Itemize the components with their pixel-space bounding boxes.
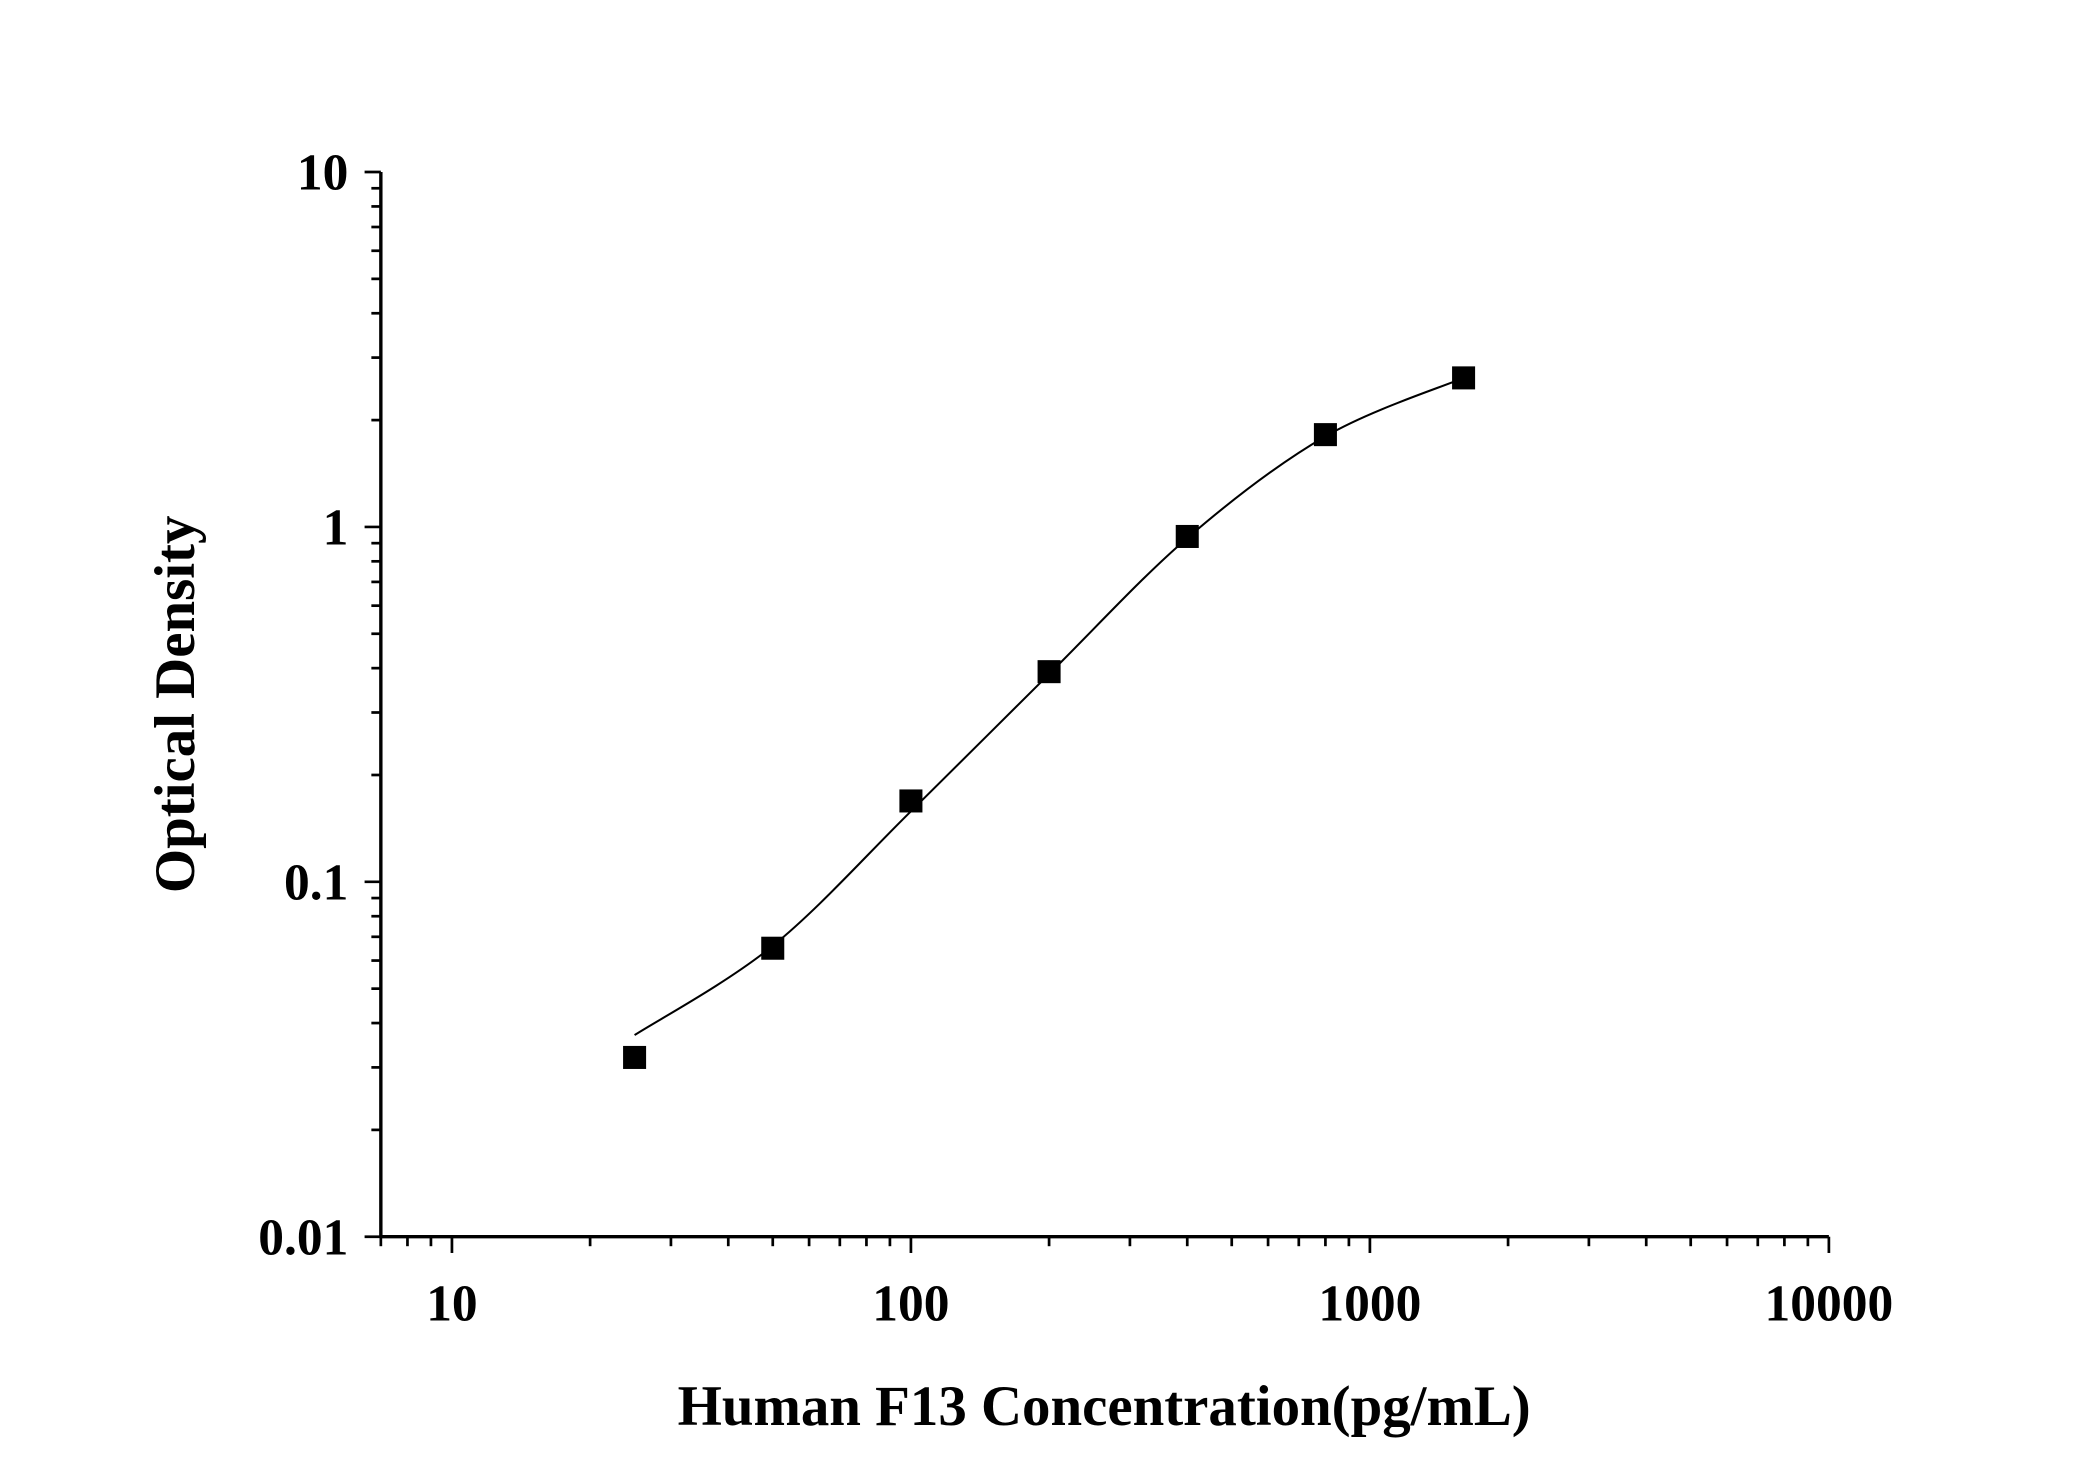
y-tick-label: 0.1 — [284, 854, 348, 911]
data-point — [899, 789, 923, 813]
x-axis-label: Human F13 Concentration(pg/mL) — [678, 1375, 1531, 1438]
y-tick-label: 1 — [323, 500, 349, 557]
axes — [379, 172, 1829, 1239]
fit-line — [634, 376, 1464, 1036]
x-tick-label: 100 — [872, 1276, 949, 1333]
y-tick-label: 10 — [297, 145, 348, 202]
y-tick-label: 0.01 — [258, 1209, 348, 1266]
data-point — [1452, 366, 1476, 390]
data-points — [623, 366, 1476, 1069]
data-point — [1175, 524, 1199, 548]
data-point — [1037, 660, 1061, 684]
fit-curve — [634, 376, 1464, 1036]
x-tick-label: 1000 — [1318, 1276, 1421, 1333]
data-point — [1313, 423, 1337, 447]
y-axis-ticks: 0.01 0.1 1 10 — [258, 145, 381, 1266]
x-tick-label: 10 — [426, 1276, 477, 1333]
data-point — [623, 1045, 647, 1069]
x-tick-label: 10000 — [1765, 1276, 1894, 1333]
y-axis-label: Optical Density — [144, 516, 207, 894]
x-axis-ticks: 10 100 1000 10000 — [379, 1236, 1894, 1333]
data-point — [761, 936, 785, 960]
